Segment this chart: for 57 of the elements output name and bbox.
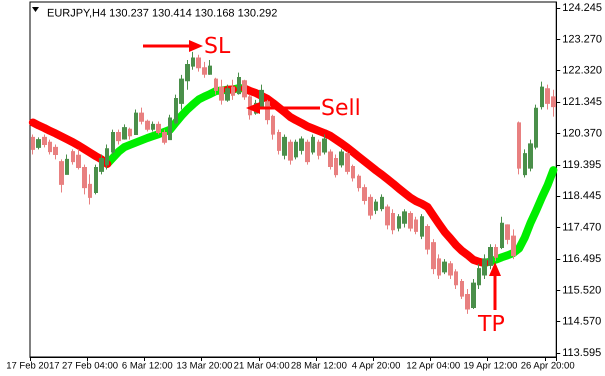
candlestick [339, 148, 344, 168]
x-tick-label: 28 Mar 12:00 [290, 360, 347, 372]
x-tick-label: 12 Apr 04:00 [406, 360, 460, 372]
candlestick [237, 72, 241, 96]
x-tick-label: 21 Mar 04:00 [234, 360, 290, 372]
y-tick-label: 119.395 [562, 159, 602, 172]
candlestick [65, 154, 69, 175]
candlestick [128, 127, 132, 140]
x-tick-label: 4 Apr 20:00 [352, 360, 400, 372]
y-tick-label: 117.470 [562, 221, 602, 234]
candlestick [374, 198, 378, 215]
y-tick-label: 115.520 [562, 284, 602, 297]
candlestick [282, 134, 287, 160]
candlestick [122, 124, 127, 140]
candlestick [420, 214, 424, 240]
x-tick-label: 19 Apr 12:00 [464, 360, 518, 372]
candlestick [208, 59, 212, 76]
y-tick-label: 116.495 [562, 253, 602, 266]
candlestick [494, 244, 498, 262]
candlestick [36, 136, 41, 150]
candlestick [134, 109, 138, 135]
candlestick [442, 258, 447, 275]
candlestick [540, 81, 544, 110]
candlestick [380, 194, 384, 212]
x-tick-label: 13 Mar 20:00 [176, 360, 232, 372]
candlestick [168, 114, 172, 140]
x-tick-label: 26 Apr 20:00 [520, 360, 575, 372]
candlestick [500, 216, 504, 250]
candlestick [517, 121, 521, 175]
candlestick [225, 84, 230, 102]
candlestick [311, 134, 315, 156]
y-tick-label: 124.245 [562, 2, 602, 14]
y-tick-label: 114.570 [562, 315, 602, 328]
candlestick [151, 121, 155, 132]
x-tick-label: 17 Feb 2017 [6, 360, 60, 372]
y-tick-label: 113.595 [562, 346, 602, 359]
candlestick [231, 79, 235, 100]
text: EURJPY,H4 130.237 130.414 130.168 130.292 [47, 8, 278, 20]
candlestick [111, 129, 115, 156]
x-tick-label: 27 Feb 04:00 [62, 360, 118, 372]
candlestick [31, 134, 35, 156]
y-tick-label: 121.345 [562, 96, 602, 108]
candlestick [305, 139, 310, 166]
annotation: SL [204, 34, 230, 59]
candlestick [277, 129, 281, 156]
candlestick [288, 139, 293, 166]
candlestick [317, 139, 321, 160]
x-tick-label: 6 Mar 12:00 [122, 360, 173, 372]
annotation: TP [478, 312, 505, 337]
candlestick [116, 129, 121, 146]
annotation: Sell [321, 96, 361, 121]
y-tick-label: 120.370 [562, 128, 602, 140]
candlestick [59, 158, 64, 193]
y-tick-label: 118.445 [562, 190, 602, 202]
candlestick [322, 134, 327, 156]
y-tick-label: 123.270 [562, 34, 602, 46]
y-tick-label: 122.320 [562, 64, 602, 76]
